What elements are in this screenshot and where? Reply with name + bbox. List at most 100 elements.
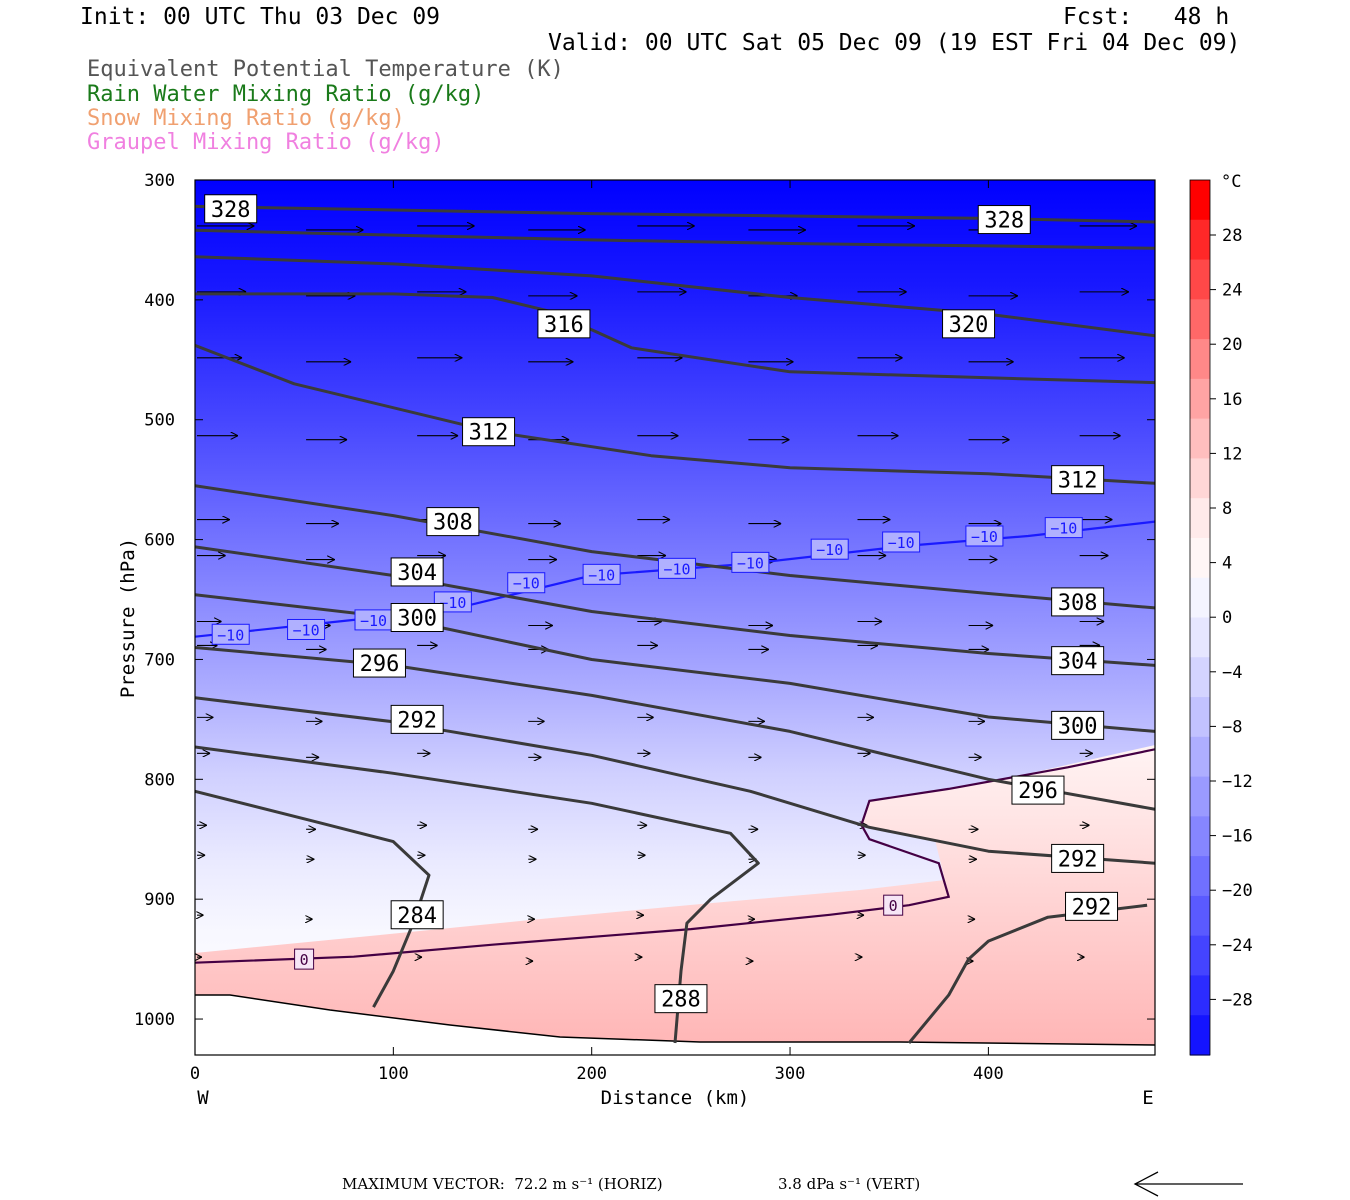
- svg-text:292: 292: [1058, 847, 1098, 872]
- y-tick-label: 600: [144, 531, 175, 551]
- theta-e-label: 328: [977, 205, 1031, 235]
- axis-ticks: 0 100 200 300 400 300 400 500 600 700 800 900 1000: [134, 171, 1155, 1084]
- svg-text:296: 296: [1018, 779, 1058, 804]
- svg-text:300: 300: [397, 607, 437, 632]
- svg-text:300: 300: [1058, 714, 1098, 739]
- colorbar-swatch: [1190, 219, 1210, 261]
- isotherm-line: [195, 748, 1155, 964]
- theta-e-line: [907, 903, 1148, 1044]
- colorbar-swatch: [1190, 776, 1210, 817]
- colorbar-swatch: [1190, 537, 1210, 579]
- theta-e-label: 292: [1051, 843, 1105, 873]
- x-tick-label: 0: [190, 1064, 200, 1084]
- theta-e-line: [195, 344, 1155, 485]
- theta-e-label: 308: [426, 507, 480, 537]
- colorbar-tick-label: 0: [1222, 608, 1232, 628]
- legend-theta-e: Equivalent Potential Temperature (K): [87, 57, 564, 82]
- colorbar-swatch: [1190, 657, 1210, 698]
- svg-text:0: 0: [300, 951, 309, 969]
- svg-text:312: 312: [1058, 469, 1098, 494]
- colorbar-tick-label: −4: [1222, 663, 1242, 683]
- y-tick-label: 300: [144, 171, 175, 191]
- colorbar-tick-label: −12: [1222, 772, 1253, 792]
- x-tick-label: 400: [973, 1064, 1004, 1084]
- svg-text:312: 312: [469, 421, 509, 446]
- isotherm-label: −10: [507, 572, 546, 594]
- colorbar-swatch: [1190, 498, 1210, 539]
- theta-e-label: 316: [537, 309, 591, 339]
- y-tick-label: 400: [144, 291, 175, 311]
- below-ground-mask: [195, 995, 1155, 1055]
- isotherm-label: 0: [883, 894, 904, 916]
- theta-e-label: 308: [1051, 587, 1105, 617]
- x-axis-label: Distance (km): [601, 1087, 750, 1109]
- x-tick-label: 100: [378, 1064, 409, 1084]
- colorbar-tick-label: 28: [1222, 226, 1242, 246]
- svg-text:−10: −10: [816, 541, 843, 559]
- warm-region-shading: [195, 745, 1155, 1055]
- max-vector-horiz: MAXIMUM VECTOR: 72.2 m s⁻¹ (HORIZ): [342, 1175, 663, 1193]
- svg-text:320: 320: [949, 313, 989, 338]
- colorbar-swatch: [1190, 180, 1210, 221]
- colorbar-tick-label: 16: [1222, 390, 1242, 410]
- theta-e-line: [195, 789, 431, 1008]
- theta-e-label: 296: [1011, 775, 1065, 805]
- svg-text:304: 304: [397, 561, 437, 586]
- svg-text:304: 304: [1058, 650, 1098, 675]
- colorbar-swatch: [1190, 418, 1210, 460]
- x-tick-label: 300: [775, 1064, 806, 1084]
- theta-e-label: 292: [390, 704, 444, 734]
- colorbar-swatch: [1190, 935, 1210, 977]
- isotherm-label: −10: [582, 563, 621, 585]
- theta-e-line: [195, 545, 1155, 667]
- theta-e-label: 304: [390, 557, 444, 587]
- contour-labels: −10 −10 −10 −10 −10 −10 −10 −10 −10 −10 −10 −10 0 0 32…: [204, 194, 1119, 1014]
- colorbar: 28 24 20 16 12 8 4 0 −4 −8 −12 −16 −20 −24 −28: [1189, 179, 1253, 1056]
- colorbar-tick-label: 24: [1222, 281, 1242, 301]
- colorbar-swatch: [1190, 339, 1210, 380]
- colorbar-swatch: [1190, 378, 1210, 420]
- theta-e-label: 328: [204, 194, 258, 224]
- isotherm-label: −10: [1044, 517, 1083, 539]
- y-tick-label: 500: [144, 411, 175, 431]
- colorbar-tick-label: 8: [1222, 499, 1232, 519]
- x-axis-end-east: E: [1142, 1087, 1153, 1109]
- init-time: Init: 00 UTC Thu 03 Dec 09: [80, 4, 441, 30]
- colorbar-swatch: [1190, 299, 1210, 340]
- theta-e-label: 312: [1051, 465, 1105, 495]
- plot-frame: [194, 179, 1156, 1056]
- svg-text:308: 308: [1058, 591, 1098, 616]
- isotherm-label: −10: [657, 557, 696, 579]
- colorbar-tick-label: 20: [1222, 335, 1242, 355]
- svg-text:−10: −10: [293, 621, 320, 639]
- svg-text:−10: −10: [888, 534, 915, 552]
- valid-time: Valid: 00 UTC Sat 05 Dec 09 (19 EST Fri …: [548, 30, 1241, 56]
- colorbar-tick-label: −8: [1222, 717, 1242, 737]
- theta-e-label: 300: [1051, 710, 1105, 740]
- colorbar-swatch: [1190, 816, 1210, 857]
- svg-text:−10: −10: [1050, 520, 1077, 538]
- theta-e-label: 304: [1051, 646, 1105, 676]
- colorbar-tick-label: 4: [1222, 554, 1232, 574]
- svg-text:328: 328: [211, 198, 251, 223]
- colorbar-swatch: [1190, 1015, 1210, 1056]
- x-axis-end-west: W: [197, 1087, 209, 1109]
- svg-text:−10: −10: [588, 566, 615, 584]
- y-axis-label: Pressure (hPa): [117, 538, 139, 698]
- max-vector-vert: 3.8 dPa s⁻¹ (VERT): [778, 1175, 921, 1193]
- svg-text:−10: −10: [971, 528, 998, 546]
- svg-text:284: 284: [397, 904, 437, 929]
- colorbar-swatch: [1190, 577, 1210, 619]
- isotherm-label: −10: [287, 618, 326, 640]
- svg-text:288: 288: [661, 988, 701, 1013]
- legend-rain: Rain Water Mixing Ratio (g/kg): [87, 82, 485, 107]
- colorbar-swatch: [1190, 458, 1210, 499]
- colorbar-swatch: [1190, 895, 1210, 937]
- colorbar-swatch: [1190, 617, 1210, 658]
- theta-e-label: 288: [654, 984, 708, 1014]
- svg-text:−10: −10: [737, 554, 764, 572]
- svg-text:−10: −10: [360, 612, 387, 630]
- theta-e-label: 312: [462, 417, 516, 447]
- colorbar-tick-label: −20: [1222, 881, 1253, 901]
- theta-e-line: [195, 292, 1155, 385]
